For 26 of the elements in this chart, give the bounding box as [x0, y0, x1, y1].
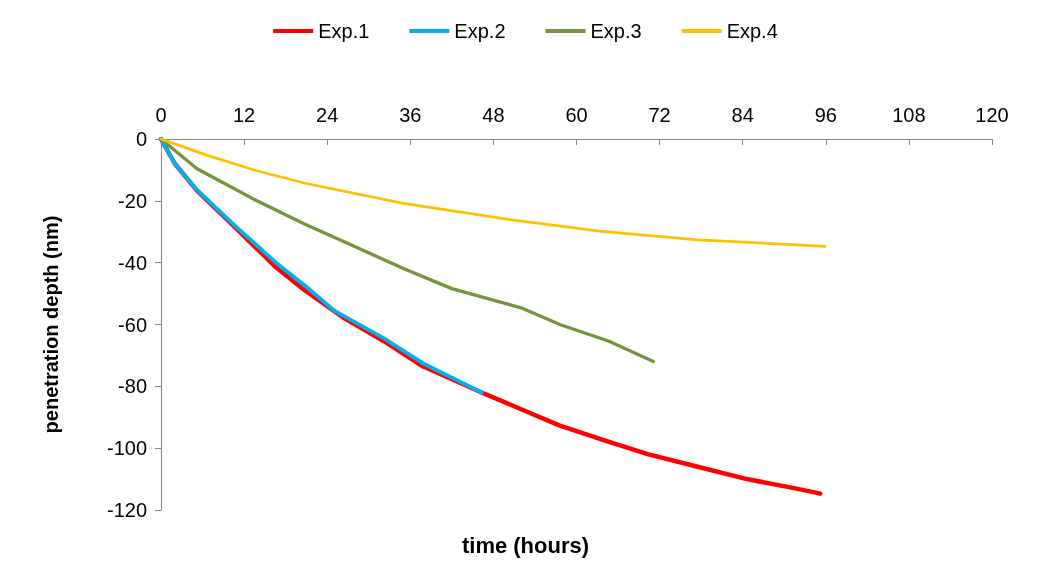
- x-tick-label: 48: [482, 104, 505, 126]
- y-axis-title: penetration depth (nm): [40, 215, 62, 434]
- x-tick-label: 12: [232, 104, 256, 126]
- x-tick-label: 120: [975, 104, 1009, 126]
- legend-label: Exp.4: [726, 20, 778, 42]
- y-tick-label: 0: [135, 128, 147, 150]
- legend-label: Exp.3: [590, 20, 642, 42]
- legend-label: Exp.2: [454, 20, 506, 42]
- y-tick-label: -40: [118, 251, 147, 274]
- x-axis-title: time (hours): [461, 532, 590, 558]
- y-tick-label: -80: [118, 375, 147, 398]
- x-tick-label: 84: [731, 104, 754, 126]
- y-tick-label: -100: [106, 437, 147, 460]
- x-tick-label: 60: [565, 104, 588, 126]
- x-tick-label: 24: [316, 104, 339, 126]
- y-tick-label: -120: [106, 499, 147, 521]
- line-series: [159, 137, 827, 248]
- x-tick-label: 108: [892, 104, 926, 126]
- x-tick-label: 96: [814, 104, 837, 126]
- legend-label: Exp.1: [318, 20, 370, 42]
- y-tick-label: -60: [118, 313, 147, 336]
- x-tick-label: 36: [399, 104, 422, 126]
- x-tick-label: 72: [648, 104, 671, 126]
- y-tick-label: -20: [118, 189, 147, 212]
- x-tick-label: 0: [155, 104, 167, 126]
- line-series: [159, 137, 656, 364]
